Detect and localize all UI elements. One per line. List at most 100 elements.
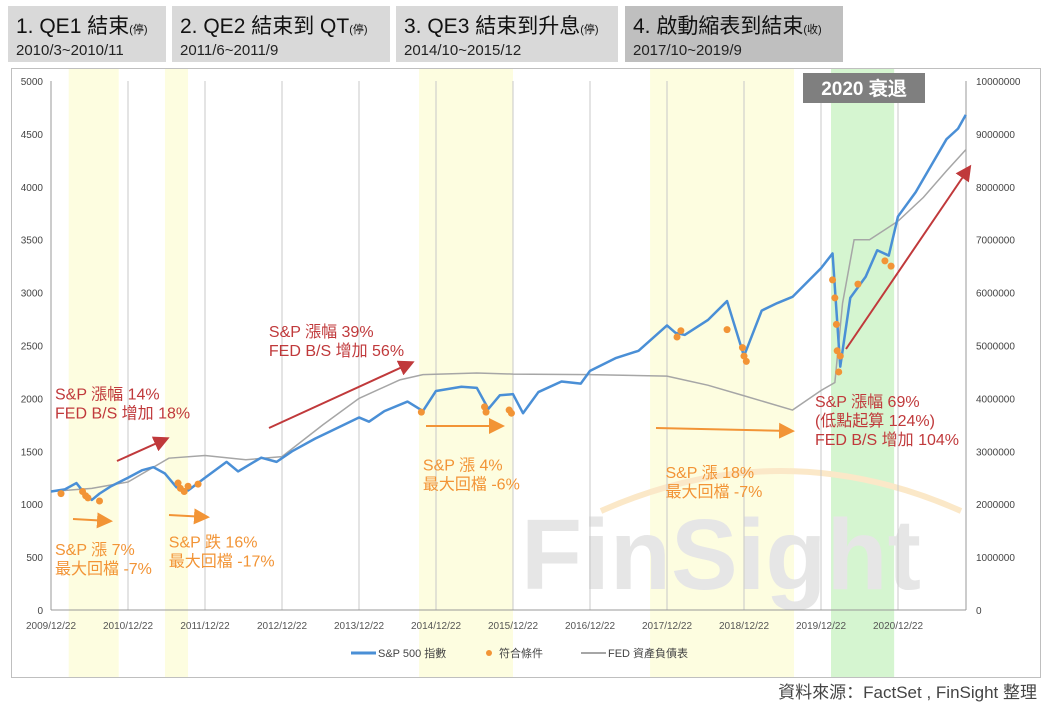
y-right-tick-label: 3000000	[976, 447, 1015, 458]
annotation-line: 最大回檔 -17%	[169, 553, 275, 571]
y-left-tick-label: 2000	[21, 394, 44, 405]
condition-point	[742, 357, 750, 365]
condition-point	[482, 408, 490, 416]
y-right-tick-label: 2000000	[976, 500, 1015, 511]
annotation-text: S&P 漲 4%最大回檔 -6%	[423, 456, 520, 493]
phase-title: 3. QE3 結束到升息	[404, 15, 581, 38]
annotation-line: S&P 漲幅 39%	[269, 323, 374, 341]
y-left-tick-label: 500	[26, 553, 43, 564]
x-tick-label: 2014/12/22	[411, 621, 461, 632]
recession-label-box	[803, 73, 925, 103]
x-tick-label: 2016/12/22	[565, 621, 615, 632]
y-left-tick-label: 4000	[21, 183, 44, 194]
phase-title: 1. QE1 結束	[16, 15, 130, 38]
x-tick-label: 2015/12/22	[488, 621, 538, 632]
condition-point	[835, 368, 843, 376]
recession-label: 2020 衰退	[821, 77, 907, 100]
annotation-line: 最大回檔 -7%	[665, 483, 762, 501]
condition-point	[831, 294, 839, 302]
annotation-line: S&P 漲 18%	[665, 464, 754, 482]
condition-point	[881, 257, 889, 265]
y-right-tick-label: 6000000	[976, 289, 1015, 300]
watermark: FinSight	[521, 499, 921, 611]
shaded-period	[164, 69, 189, 677]
y-left-tick-label: 4500	[21, 130, 44, 141]
annotation-line: FED B/S 增加 18%	[55, 404, 190, 422]
y-right-tick-label: 8000000	[976, 183, 1015, 194]
annotation-line: FED B/S 增加 104%	[815, 431, 959, 449]
annotation-arrow	[845, 164, 972, 350]
phase-suffix: (收)	[803, 24, 822, 36]
x-tick-label: 2012/12/22	[257, 621, 307, 632]
shaded-period	[68, 69, 119, 677]
annotation-arrow	[116, 436, 170, 462]
condition-point	[417, 408, 425, 416]
y-right-tick-label: 9000000	[976, 130, 1015, 141]
y-right-tick-label: 10000000	[976, 77, 1021, 88]
annotation-arrow	[168, 508, 210, 525]
y-left-tick-label: 0	[37, 606, 43, 617]
y-right-tick-label: 4000000	[976, 394, 1015, 405]
condition-point	[673, 333, 681, 341]
condition-point	[180, 488, 188, 496]
condition-point	[507, 409, 515, 417]
phase-suffix: (停)	[349, 24, 368, 36]
annotation-line: S&P 跌 16%	[169, 534, 258, 552]
legend-sp500-label: S&P 500 指數	[378, 646, 446, 660]
condition-point	[829, 276, 837, 284]
chart: FinSight 2009/12/22 2010/12/22 2011/12/22 20…	[11, 68, 1041, 678]
x-tick-label: 2018/12/22	[719, 621, 769, 632]
y-left-tick-label: 3500	[21, 236, 44, 247]
x-tick-label: 2010/12/22	[103, 621, 153, 632]
annotation-text: S&P 漲 7%最大回檔 -7%	[55, 541, 152, 578]
phase-header-2: 2. QE2 結束到 QT(停) 2011/6~2011/9	[172, 6, 390, 62]
condition-point	[887, 262, 895, 270]
phase-title: 4. 啟動縮表到結束	[633, 15, 804, 38]
phase-dates: 2014/10~2015/12	[404, 42, 522, 59]
annotation-line: S&P 漲 7%	[55, 541, 135, 559]
y-left-tick-label: 3000	[21, 289, 44, 300]
x-tick-label: 2019/12/22	[796, 621, 846, 632]
x-tick-label: 2009/12/22	[26, 621, 76, 632]
y-right-tick-label: 0	[976, 606, 982, 617]
annotation-line: 最大回檔 -6%	[423, 475, 520, 493]
condition-point	[194, 480, 202, 488]
y-left-tick-label: 5000	[21, 77, 44, 88]
legend-fed-label: FED 資產負債表	[608, 646, 688, 660]
condition-point	[854, 280, 862, 288]
source-note: 資料來源：FactSet , FinSight 整理	[778, 683, 1037, 702]
phase-dates: 2010/3~2010/11	[16, 42, 124, 59]
phase-suffix: (停)	[580, 24, 599, 36]
annotation-line: FED B/S 增加 56%	[269, 342, 404, 360]
annotation-line: 最大回檔 -7%	[55, 560, 152, 578]
sp500-line	[50, 114, 967, 502]
condition-point	[481, 403, 489, 411]
phase-title: 2. QE2 結束到 QT	[180, 15, 350, 38]
phase-header-4: 4. 啟動縮表到結束(收) 2017/10~2019/9	[625, 6, 843, 62]
shaded-period	[650, 69, 795, 677]
condition-point	[723, 326, 731, 334]
x-tick-label: 2020/12/22	[873, 621, 923, 632]
phase-suffix: (停)	[129, 24, 148, 36]
fed-balance-sheet-line	[50, 149, 967, 493]
condition-point	[832, 320, 840, 328]
condition-point	[96, 497, 104, 505]
y-left-tick-label: 1500	[21, 447, 44, 458]
x-tick-label: 2011/12/22	[180, 621, 230, 632]
legend-points-label: 符合條件	[499, 646, 543, 660]
annotation-line: S&P 漲幅 14%	[55, 385, 160, 403]
annotation-arrow	[655, 422, 795, 439]
annotation-line: (低點起算 124%)	[815, 411, 935, 430]
phase-header-3: 3. QE3 結束到升息(停) 2014/10~2015/12	[396, 6, 618, 62]
annotation-text: S&P 漲幅 39% FED B/S 增加 56%	[269, 323, 404, 360]
annotation-text: S&P 跌 16%最大回檔 -17%	[169, 534, 275, 571]
condition-point	[833, 347, 841, 355]
y-right-tick-label: 1000000	[976, 553, 1015, 564]
phase-header-1: 1. QE1 結束(停) 2010/3~2010/11	[8, 6, 166, 62]
annotation-line: S&P 漲 4%	[423, 456, 503, 474]
annotation-text: S&P 漲幅 14% FED B/S 增加 18%	[55, 385, 190, 422]
condition-point	[738, 344, 746, 352]
condition-point	[84, 494, 92, 502]
annotation-line: S&P 漲幅 69%	[815, 393, 920, 411]
annotation-text: S&P 漲 18%最大回檔 -7%	[665, 464, 762, 501]
